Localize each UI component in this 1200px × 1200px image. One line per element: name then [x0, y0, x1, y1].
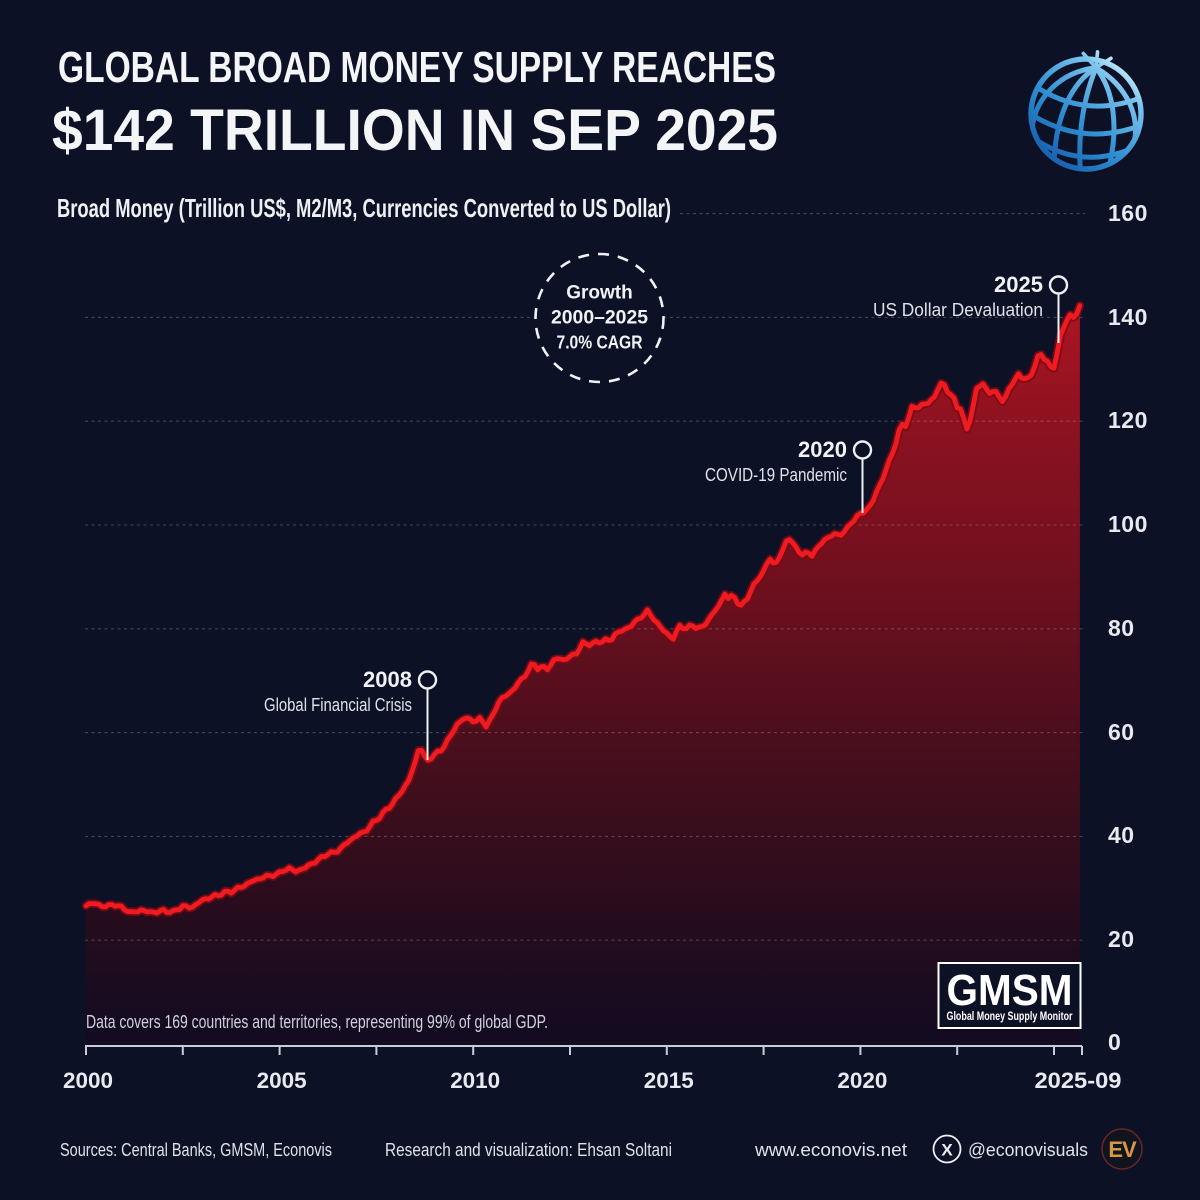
svg-text:www.econovis.net: www.econovis.net [754, 1140, 907, 1160]
svg-text:2020: 2020 [837, 1068, 887, 1093]
svg-text:2025: 2025 [994, 272, 1043, 297]
svg-text:Global Financial Crisis: Global Financial Crisis [264, 695, 412, 715]
svg-text:Broad Money (Trillion US$, M2/: Broad Money (Trillion US$, M2/M3, Curren… [57, 193, 671, 223]
svg-text:EV: EV [1108, 1137, 1137, 1162]
svg-text:Research and visualization: Eh: Research and visualization: Ehsan Soltan… [385, 1140, 672, 1160]
svg-text:160: 160 [1108, 200, 1148, 226]
svg-text:7.0% CAGR: 7.0% CAGR [557, 333, 643, 353]
svg-text:140: 140 [1108, 304, 1148, 330]
svg-text:2010: 2010 [450, 1068, 500, 1093]
svg-text:GMSM: GMSM [947, 966, 1073, 1015]
svg-text:COVID-19 Pandemic: COVID-19 Pandemic [705, 465, 847, 485]
svg-text:2015: 2015 [644, 1068, 694, 1093]
svg-text:X: X [941, 1141, 953, 1160]
svg-text:Data covers 169 countries and: Data covers 169 countries and territorie… [86, 1012, 548, 1032]
svg-text:2000–2025: 2000–2025 [551, 308, 648, 329]
svg-text:60: 60 [1108, 719, 1135, 745]
svg-text:40: 40 [1108, 822, 1135, 848]
svg-text:2005: 2005 [257, 1068, 307, 1093]
svg-text:2008: 2008 [363, 667, 412, 692]
svg-text:100: 100 [1108, 511, 1148, 537]
svg-text:2020: 2020 [798, 437, 847, 462]
svg-text:2000: 2000 [63, 1068, 113, 1093]
svg-text:0: 0 [1108, 1029, 1121, 1055]
svg-text:@econovisuals: @econovisuals [968, 1140, 1088, 1160]
svg-text:Sources: Central Banks, GMSM,: Sources: Central Banks, GMSM, Econovis [60, 1140, 332, 1160]
svg-text:US Dollar Devaluation: US Dollar Devaluation [873, 300, 1043, 320]
svg-text:Global Money Supply Monitor: Global Money Supply Monitor [947, 1011, 1073, 1023]
svg-text:Growth: Growth [566, 283, 633, 304]
svg-text:2025-09: 2025-09 [1035, 1068, 1122, 1093]
svg-text:80: 80 [1108, 615, 1135, 641]
svg-text:GLOBAL BROAD MONEY SUPPLY REAC: GLOBAL BROAD MONEY SUPPLY REACHES [58, 43, 776, 92]
svg-text:20: 20 [1108, 926, 1135, 952]
svg-text:120: 120 [1108, 407, 1148, 433]
svg-text:$142 TRILLION IN SEP 2025: $142 TRILLION IN SEP 2025 [52, 98, 778, 163]
